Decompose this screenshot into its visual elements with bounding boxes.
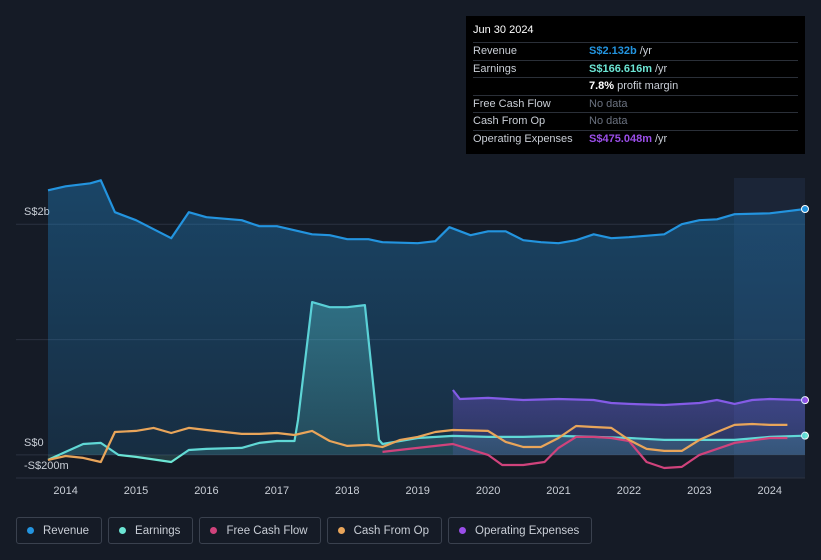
tooltip-row: Cash From Op No data	[473, 112, 798, 130]
tooltip-label: Revenue	[473, 45, 518, 57]
x-tick-label: 2018	[335, 485, 359, 497]
tooltip-row: Free Cash Flow No data	[473, 94, 798, 113]
tooltip-value: S$166.616m	[589, 62, 652, 75]
legend-item[interactable]: Earnings	[108, 517, 194, 544]
tooltip-label	[473, 78, 589, 95]
x-tick-label: 2017	[265, 485, 289, 497]
x-tick-label: 2023	[687, 485, 711, 497]
x-tick-label: 2021	[546, 485, 570, 497]
x-tick-label: 2016	[194, 485, 218, 497]
legend-item[interactable]: Revenue	[16, 517, 103, 544]
y-tick-label: S$0	[24, 437, 44, 449]
x-tick-label: 2019	[405, 485, 429, 497]
tooltip-unit: /yr	[655, 62, 668, 75]
x-tick-label: 2015	[124, 485, 148, 497]
tooltip-unit: profit margin	[617, 80, 679, 92]
x-tick-label: 2020	[476, 485, 500, 497]
x-tick-label: 2014	[53, 485, 77, 497]
series-line	[382, 435, 788, 470]
legend-swatch	[337, 527, 345, 534]
legend-item[interactable]: Free Cash Flow	[199, 517, 321, 544]
y-tick-label: -S$200m	[24, 460, 69, 472]
tooltip-row: Operating Expenses S$475.048m/yr	[473, 129, 798, 148]
legend-swatch	[210, 527, 218, 534]
chart: -S$200m S$0 S$2b 2014 2015 2016 2017 2018 2019 20…	[16, 178, 809, 497]
tooltip-value: 7.8%	[589, 80, 615, 92]
series-line	[47, 422, 788, 464]
tooltip-row: Revenue S$2.132b/yr	[473, 42, 798, 60]
x-tick-label: 2022	[617, 485, 641, 497]
legend-label: Operating Expenses	[475, 524, 580, 537]
legend-label: Earnings	[135, 524, 181, 537]
legend-swatch	[459, 527, 467, 534]
series-area	[48, 180, 805, 455]
tooltip-value: No data	[589, 115, 628, 127]
legend-item[interactable]: Cash From Op	[326, 517, 443, 544]
tooltip-value: S$2.132b	[589, 45, 637, 57]
tooltip-row: Earnings S$166.616m/yr	[473, 59, 798, 78]
tooltip-label: Earnings	[473, 62, 517, 75]
legend-swatch	[27, 527, 34, 534]
x-tick-label: 2024	[758, 485, 782, 497]
legend: Revenue Earnings Free Cash Flow Cash From O…	[16, 517, 593, 544]
tooltip-row: 7.8% profit margin	[473, 77, 798, 95]
series-line	[47, 179, 806, 245]
y-tick-label: S$2b	[24, 206, 50, 218]
tooltip-date: Jun 30 2024	[473, 24, 534, 36]
tooltip-value: S$475.048m	[589, 132, 652, 145]
legend-swatch	[119, 527, 127, 534]
legend-label: Revenue	[43, 524, 90, 537]
tooltip-value: No data	[589, 97, 628, 110]
legend-label: Free Cash Flow	[226, 524, 308, 537]
legend-item[interactable]: Operating Expenses	[448, 517, 593, 544]
tooltip: Jun 30 2024 Revenue S$2.132b/yr Earnings S$1…	[466, 16, 805, 154]
tooltip-unit: /yr	[639, 45, 652, 57]
tooltip-unit: /yr	[655, 132, 668, 145]
tooltip-label: Cash From Op	[473, 115, 546, 127]
tooltip-label: Free Cash Flow	[473, 97, 551, 110]
end-dot	[801, 204, 809, 213]
tooltip-label: Operating Expenses	[473, 132, 573, 145]
legend-label: Cash From Op	[353, 524, 430, 537]
